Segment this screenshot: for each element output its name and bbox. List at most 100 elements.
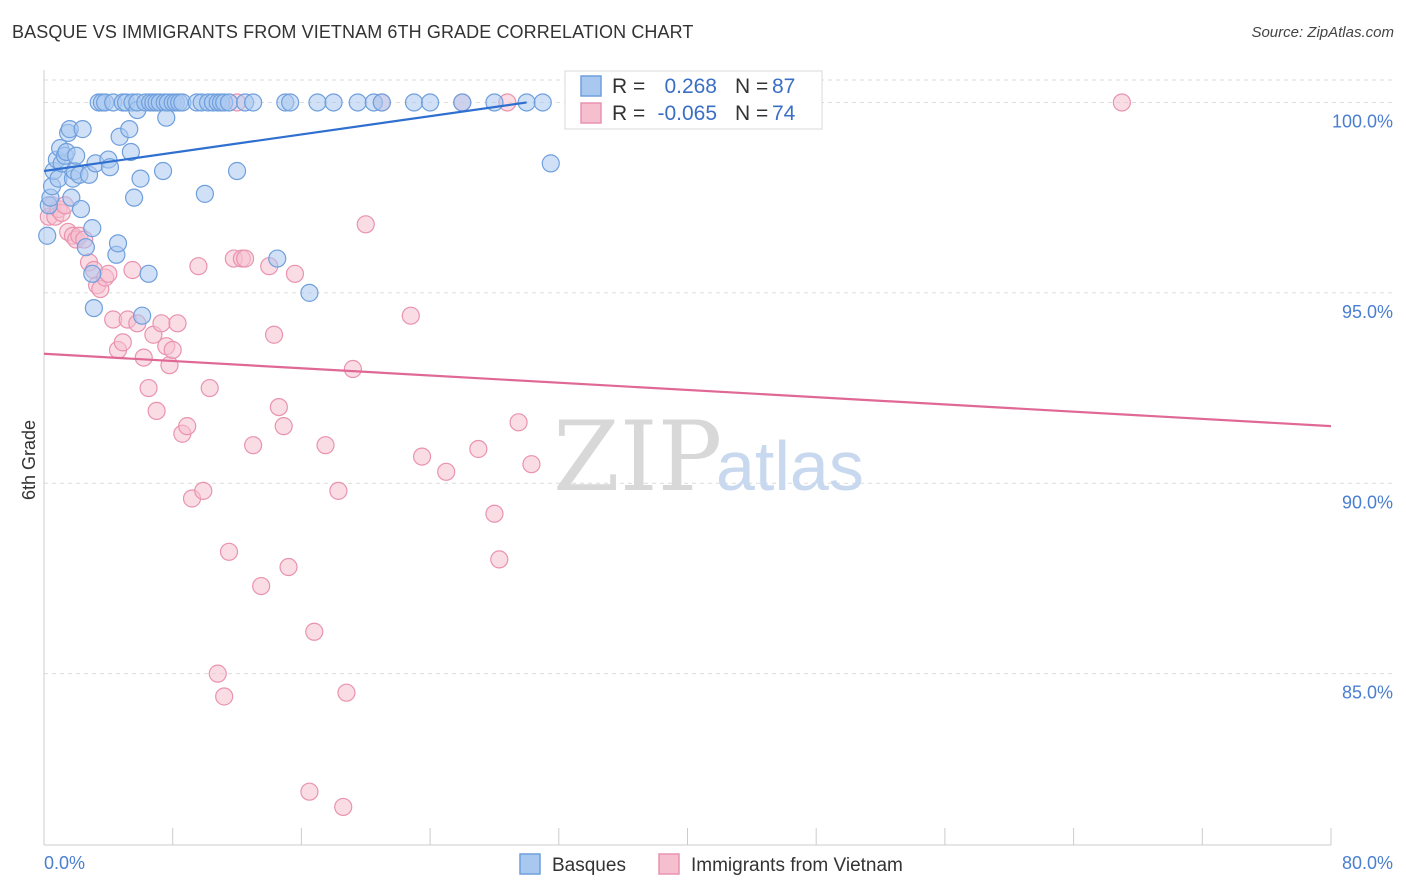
vietnam-point	[123, 260, 142, 280]
chart-title: BASQUE VS IMMIGRANTS FROM VIETNAM 6TH GR…	[12, 22, 694, 42]
basques-point	[133, 306, 152, 325]
stats-r-value-blue: 0.268	[664, 75, 717, 98]
vietnam-point	[305, 622, 324, 641]
stats-n-value-pink: 74	[772, 102, 796, 125]
series-basques-points	[38, 93, 560, 325]
watermark: ZIP atlas	[553, 401, 864, 513]
vietnam-point	[437, 462, 456, 481]
vietnam-point	[334, 797, 353, 817]
basques-point	[300, 283, 319, 302]
basques-point	[108, 234, 128, 253]
stats-swatch-pink	[580, 102, 602, 124]
y-tick-label: 90.0%	[1342, 492, 1393, 512]
series-vietnam-points	[39, 93, 1131, 817]
vietnam-point	[189, 257, 208, 276]
basques-point	[421, 93, 440, 112]
basques-point	[83, 264, 102, 283]
basques-point	[404, 93, 424, 112]
basques-point	[244, 93, 263, 112]
vietnam-point	[264, 325, 284, 344]
x-tick-labels: 0.0% 80.0%	[44, 853, 1393, 873]
vietnam-point	[139, 378, 158, 398]
vietnam-point	[269, 397, 288, 417]
vietnam-point	[194, 481, 213, 500]
vietnam-point	[235, 249, 255, 268]
basques-point	[73, 120, 92, 139]
source-credit: Source: ZipAtlas.com	[1251, 24, 1394, 41]
basques-point	[348, 93, 367, 112]
basques-point	[324, 93, 343, 112]
vietnam-point	[160, 356, 179, 375]
vietnam-point	[1112, 93, 1131, 112]
vietnam-point	[401, 306, 420, 325]
basques-point	[84, 298, 103, 318]
basques-point	[157, 108, 176, 127]
stats-r-value-pink: -0.065	[657, 102, 717, 125]
x-tick-label-max: 80.0%	[1342, 853, 1393, 873]
basques-point	[38, 226, 57, 245]
vietnam-point	[99, 264, 118, 283]
watermark-zip: ZIP	[553, 401, 722, 513]
vietnam-point	[337, 683, 356, 702]
vietnam-point	[485, 504, 504, 523]
basques-point	[219, 93, 239, 112]
vietnam-point	[134, 348, 153, 367]
vietnam-point	[490, 550, 509, 569]
vietnam-point	[279, 557, 298, 577]
vietnam-point	[178, 417, 197, 436]
vietnam-point	[219, 542, 239, 561]
x-tick-label-min: 0.0%	[44, 853, 85, 873]
vietnam-point	[244, 436, 263, 455]
stats-swatch-blue	[580, 75, 602, 97]
stats-n-label-blue: N =	[735, 75, 768, 98]
vietnam-point	[163, 340, 182, 360]
grid-lines	[44, 79, 1393, 675]
vietnam-point	[300, 782, 319, 801]
basques-point	[120, 120, 139, 139]
vietnam-point	[113, 333, 132, 352]
vietnam-point	[343, 359, 362, 379]
vietnam-point	[215, 687, 234, 706]
vietnam-point	[285, 264, 305, 283]
stats-n-label-pink: N =	[735, 102, 768, 125]
stats-n-value-blue: 87	[772, 75, 795, 98]
basques-point	[121, 142, 140, 162]
basques-point	[372, 93, 391, 112]
basques-point	[67, 146, 86, 165]
basques-point	[153, 161, 173, 181]
y-tick-labels: 85.0% 90.0% 95.0% 100.0%	[1332, 111, 1393, 702]
basques-trend-line	[43, 101, 527, 173]
basques-point	[71, 199, 91, 219]
stats-legend-frame	[564, 70, 823, 130]
stats-legend: R = 0.268 N = 87 R = -0.065 N = 74	[564, 70, 823, 130]
vietnam-point	[147, 401, 166, 421]
basques-point	[83, 219, 102, 238]
y-axis-label: 6th Grade	[19, 420, 39, 500]
vietnam-point	[208, 664, 227, 683]
watermark-atlas: atlas	[716, 427, 864, 505]
stats-r-label-pink: R =	[612, 102, 645, 125]
vietnam-point	[252, 576, 271, 596]
basques-point	[195, 184, 214, 203]
vietnam-point	[469, 439, 488, 459]
basques-point	[124, 188, 144, 207]
basques-point	[453, 93, 472, 112]
stats-r-label-blue: R =	[612, 75, 645, 98]
basques-point	[268, 249, 287, 268]
vietnam-point	[522, 455, 541, 474]
vietnam-trend-line	[43, 352, 1332, 428]
vietnam-point	[356, 215, 375, 234]
basques-point	[308, 93, 327, 112]
basques-point	[227, 161, 247, 181]
vietnam-point	[509, 413, 528, 432]
y-tick-label: 100.0%	[1332, 111, 1393, 131]
basques-point	[281, 93, 300, 112]
vietnam-point	[316, 436, 335, 455]
vietnam-point	[168, 314, 187, 333]
basques-point	[131, 169, 150, 188]
y-tick-label: 85.0%	[1342, 683, 1393, 703]
vietnam-point	[152, 314, 171, 333]
series-legend: Basques Immigrants from Vietnam	[519, 853, 903, 876]
vietnam-point	[412, 447, 432, 466]
